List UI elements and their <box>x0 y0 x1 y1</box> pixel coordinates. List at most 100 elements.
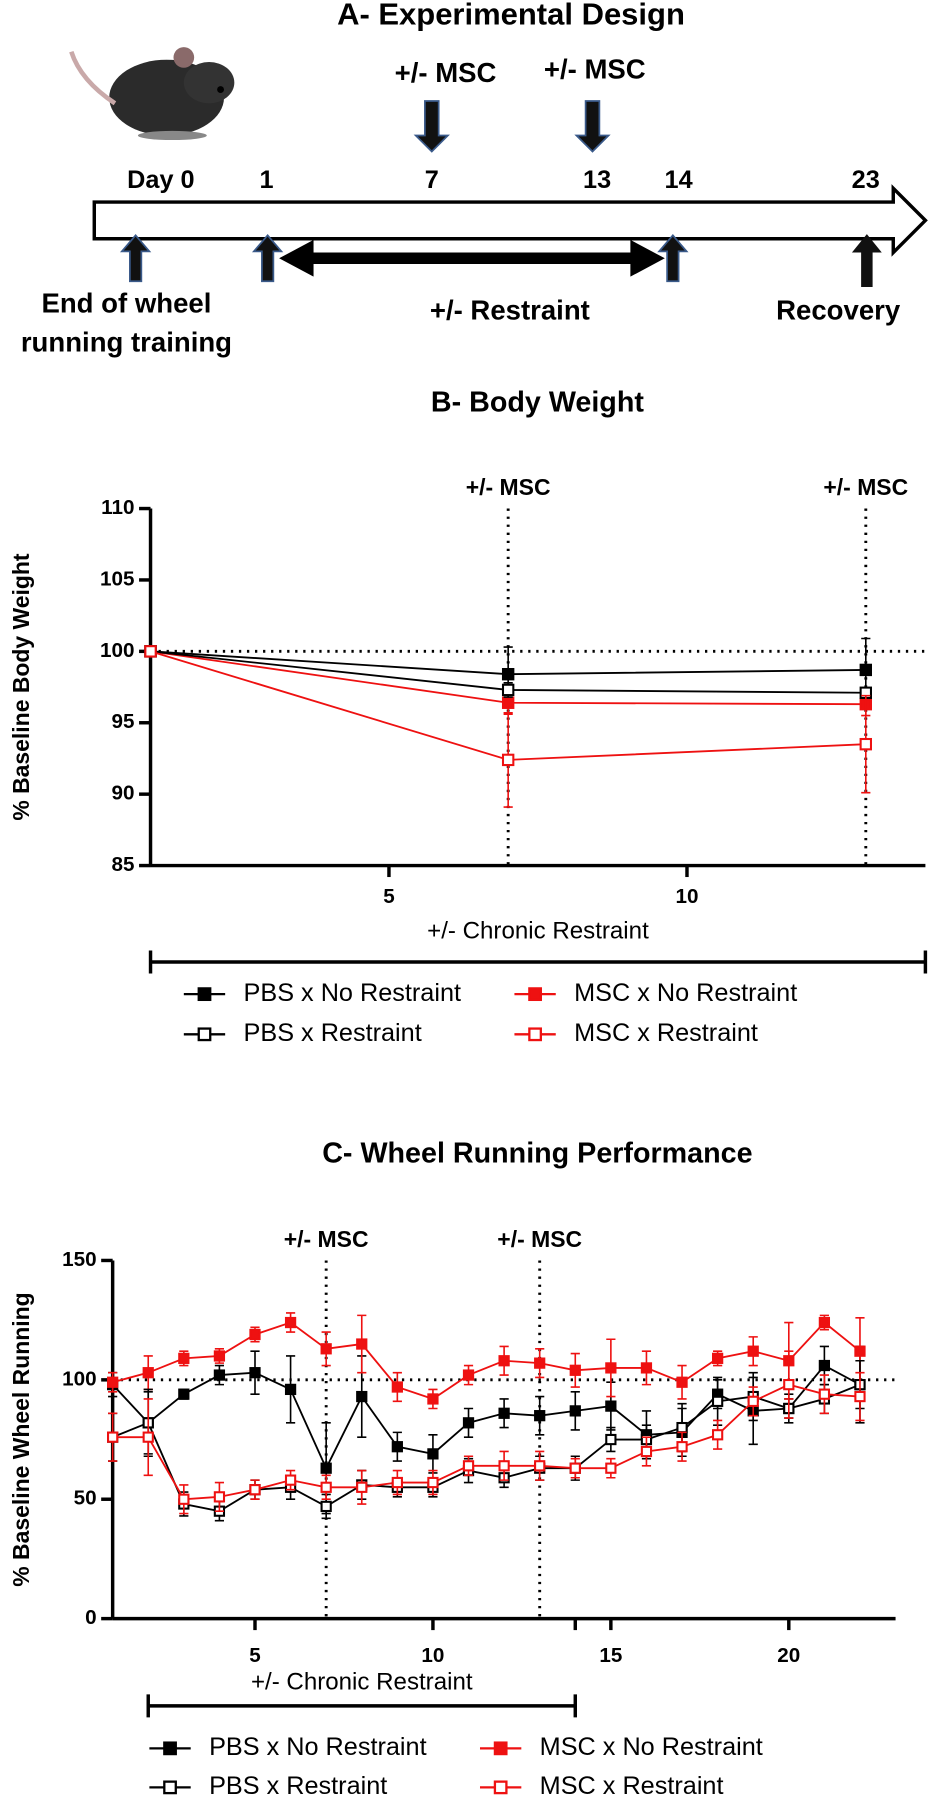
chart: B- Body Weight % Baseline Body Weight 85 90… <box>8 387 928 1047</box>
legend-marker <box>163 1780 177 1795</box>
msc-label: +/- MSC <box>395 57 497 88</box>
marker <box>818 1388 831 1400</box>
series-line <box>112 1321 861 1400</box>
marker <box>249 1484 261 1496</box>
restraint-label: +/- Chronic Restraint <box>427 918 649 945</box>
annotation: +/- MSC <box>284 1226 369 1252</box>
legend-label: PBS x Restraint <box>244 1019 422 1047</box>
marker <box>676 1441 688 1453</box>
marker <box>640 1362 653 1374</box>
annotation: +/- MSC <box>823 474 908 500</box>
legend-label: MSC x Restraint <box>540 1772 724 1800</box>
marker <box>284 1383 297 1396</box>
legend-marker <box>197 987 212 1002</box>
day-label: 14 <box>665 166 693 194</box>
restraint-bar <box>148 950 928 974</box>
y-tick-label: 100 <box>62 1367 96 1390</box>
marker <box>320 1481 332 1493</box>
marker <box>712 1429 724 1441</box>
marker <box>462 1369 475 1381</box>
marker <box>356 1390 368 1403</box>
marker <box>213 1350 226 1362</box>
restraint-bar <box>146 1694 578 1718</box>
marker <box>854 1345 866 1357</box>
marker <box>534 1357 546 1369</box>
marker <box>142 1367 154 1379</box>
y-tick-label: 150 <box>62 1248 96 1271</box>
y-tick-label: 100 <box>100 639 134 662</box>
y-tick-label: 85 <box>111 853 134 876</box>
down-arrow <box>413 100 450 153</box>
marker <box>427 1476 439 1489</box>
legend-label: MSC x No Restraint <box>540 1733 763 1761</box>
restraint-label: +/- Chronic Restraint <box>251 1668 473 1695</box>
marker <box>747 1345 759 1357</box>
recovery-label: Recovery <box>776 295 901 326</box>
y-axis-title: % Baseline Body Weight <box>8 553 34 821</box>
msc-label: +/- MSC <box>544 53 646 84</box>
marker <box>818 1359 831 1372</box>
start-label: running training <box>21 327 232 358</box>
down-arrow <box>574 100 611 153</box>
start-label: End of wheel <box>41 288 211 319</box>
x-tick-label: 5 <box>383 885 395 908</box>
marker <box>320 1462 332 1474</box>
day-label: 1 <box>259 166 273 194</box>
diagram-title: A- Experimental Design <box>337 0 685 31</box>
marker <box>249 1328 261 1341</box>
up-arrow <box>851 234 882 287</box>
legend-marker <box>493 1741 508 1756</box>
marker <box>640 1445 653 1458</box>
marker <box>391 1381 403 1393</box>
design-diagram: A- Experimental Design +/- MSC +/- MSC D… <box>21 0 928 358</box>
marker <box>178 1388 190 1400</box>
marker <box>213 1369 226 1381</box>
marker <box>213 1491 226 1503</box>
marker <box>178 1493 190 1505</box>
marker <box>859 663 872 677</box>
marker <box>854 1390 866 1403</box>
mouse-icon <box>69 47 235 141</box>
marker <box>107 1431 119 1443</box>
marker <box>144 645 157 658</box>
marker <box>427 1448 439 1460</box>
marker <box>676 1376 688 1388</box>
day-label: 13 <box>583 166 611 194</box>
annotation: +/- MSC <box>497 1226 582 1252</box>
legend-marker <box>493 1780 508 1795</box>
marker <box>498 1407 510 1419</box>
marker <box>391 1476 403 1489</box>
y-tick-label: 105 <box>100 567 134 590</box>
y-tick-label: 95 <box>111 710 134 733</box>
marker <box>501 696 515 709</box>
marker <box>818 1316 831 1329</box>
series-line <box>111 1364 861 1471</box>
legend-label: MSC x No Restraint <box>574 979 797 1007</box>
marker <box>320 1500 332 1513</box>
annotation: +/- MSC <box>466 474 551 500</box>
marker <box>534 1410 546 1422</box>
marker <box>501 753 515 767</box>
marker <box>462 1417 475 1429</box>
timeline-arrow <box>92 184 928 257</box>
up-arrow <box>657 234 689 283</box>
y-tick-label: 50 <box>74 1487 97 1510</box>
y-axis-title: % Baseline Wheel Running <box>8 1292 34 1586</box>
marker <box>320 1343 332 1355</box>
chart: C- Wheel Running Performance % Baseline W… <box>8 1137 896 1800</box>
marker <box>356 1338 368 1350</box>
marker <box>501 668 515 681</box>
marker <box>534 1460 546 1472</box>
marker <box>178 1352 190 1364</box>
chart-title: C- Wheel Running Performance <box>322 1137 752 1169</box>
legend-marker <box>163 1741 177 1756</box>
marker <box>498 1460 510 1472</box>
marker <box>569 1405 581 1417</box>
legend-marker <box>197 1027 212 1042</box>
marker <box>859 737 872 751</box>
marker <box>569 1462 581 1474</box>
marker <box>605 1433 617 1446</box>
x-tick-label: 20 <box>777 1644 800 1667</box>
series-line <box>112 1383 861 1501</box>
